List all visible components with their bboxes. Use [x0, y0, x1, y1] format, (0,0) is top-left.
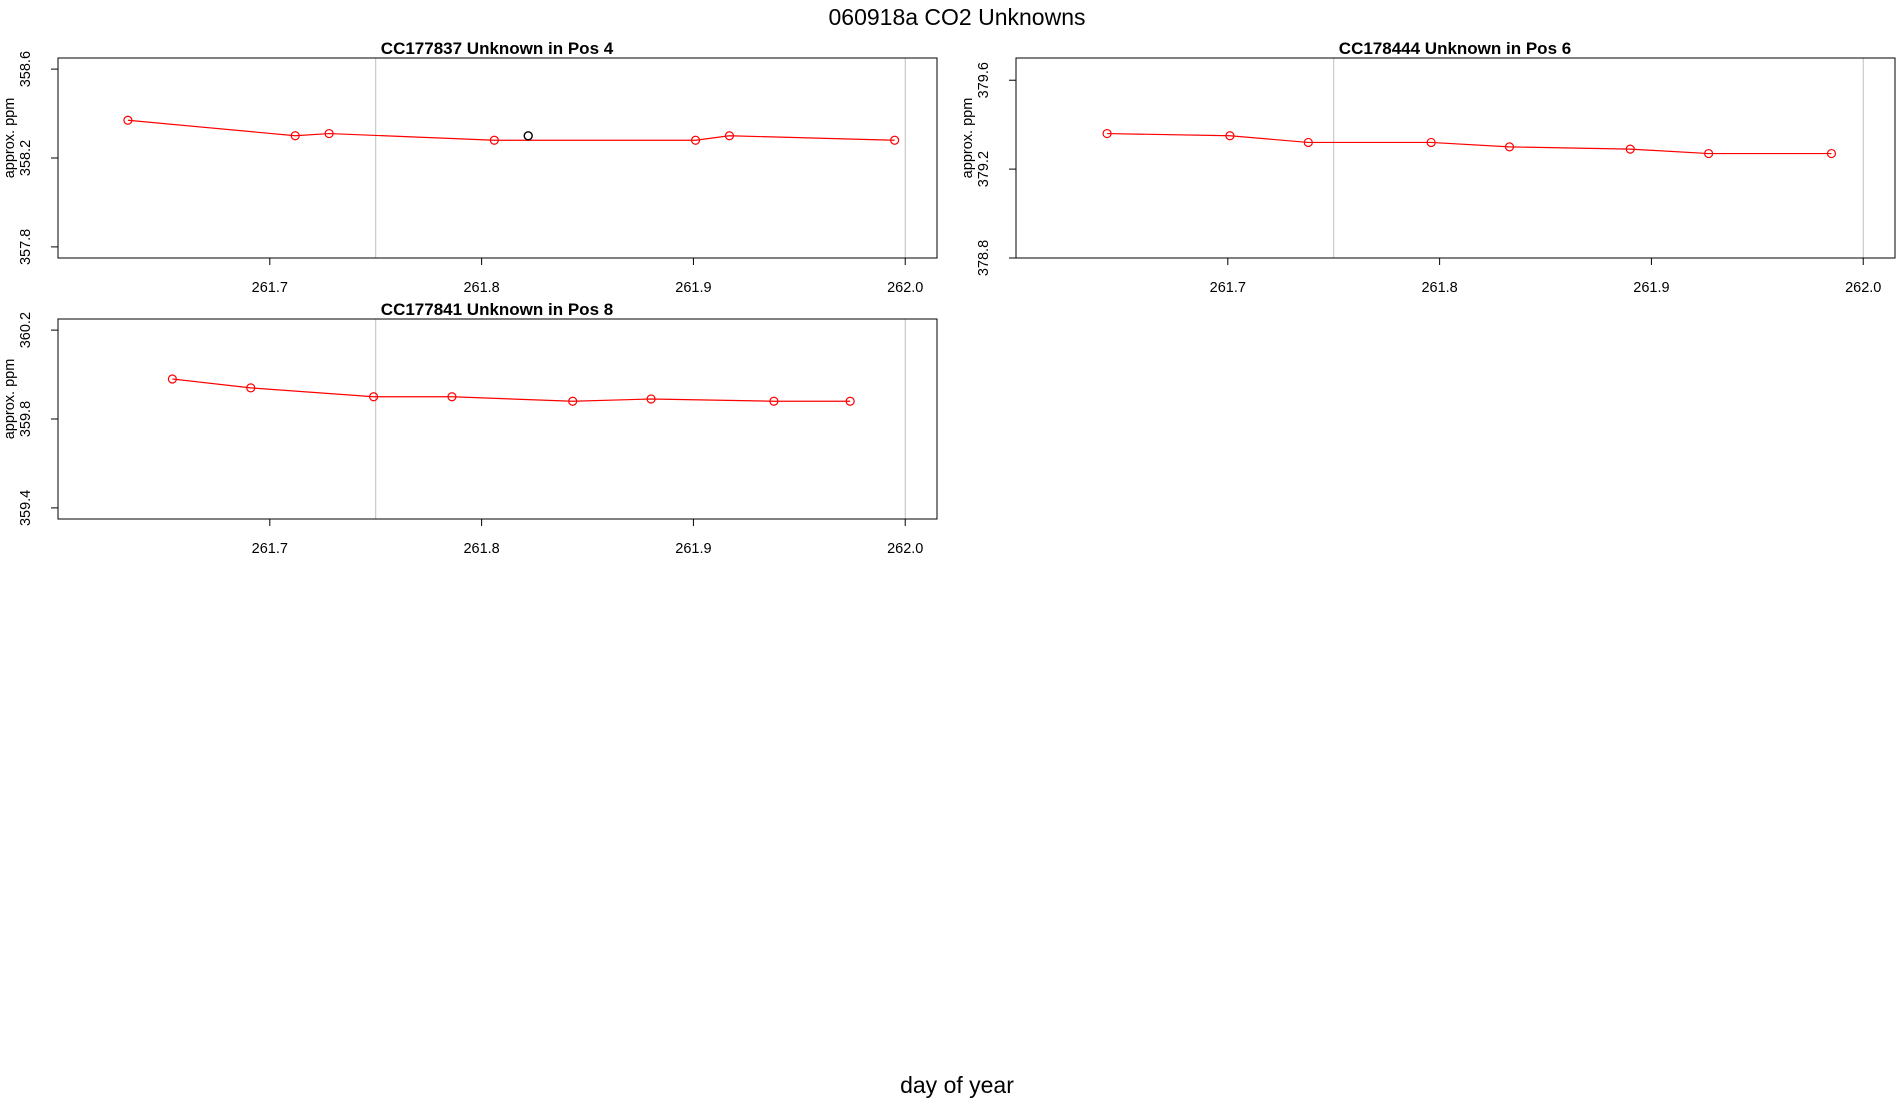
x-tick-label: 261.9 — [1633, 280, 1669, 296]
data-point — [324, 128, 334, 139]
y-tick-label: 359.4 — [18, 490, 34, 526]
data-point — [845, 396, 855, 406]
data-point — [447, 392, 457, 402]
data-point — [769, 396, 779, 406]
data-point — [568, 396, 578, 406]
x-tick-label: 262.0 — [1845, 280, 1881, 296]
data-point — [690, 135, 701, 145]
data-point — [646, 394, 656, 404]
y-tick-label: 358.2 — [18, 140, 34, 176]
data-point — [123, 115, 133, 125]
y-tick-label: 379.2 — [976, 151, 992, 187]
data-point — [1704, 148, 1714, 159]
data-point — [1426, 137, 1436, 148]
y-tick-label: 379.6 — [976, 62, 992, 98]
y-tick-label: 358.6 — [18, 51, 34, 87]
data-point — [290, 131, 300, 141]
figure-title: 060918a CO2 Unknowns — [829, 4, 1086, 30]
x-tick-label: 261.8 — [463, 541, 499, 557]
x-tick-label: 262.0 — [887, 280, 923, 296]
data-point — [167, 374, 177, 384]
panel-2: CC178444 Unknown in Pos 6 261.7 261.8 261.9… — [960, 39, 1896, 296]
y-axis-label: approx. ppm — [2, 98, 18, 179]
panel-3: CC177841 Unknown in Pos 8 261.7 261.8 261.9… — [2, 300, 938, 557]
highlight-data-point — [523, 131, 533, 141]
y-axis-label: approx. ppm — [2, 359, 18, 440]
x-tick-label: 261.9 — [675, 541, 711, 557]
data-point — [1102, 128, 1112, 139]
data-point — [724, 131, 735, 141]
data-point — [1826, 148, 1837, 159]
data-point — [890, 135, 900, 145]
y-tick-label: 360.2 — [18, 312, 34, 348]
data-point — [1625, 144, 1635, 154]
x-tick-label: 261.8 — [1421, 280, 1457, 296]
panel-title: CC177837 Unknown in Pos 4 — [381, 39, 614, 58]
panels-container: CC177837 Unknown in Pos 4 261.7 261.8 261.9… — [2, 39, 1896, 557]
x-tick-label: 261.7 — [1210, 280, 1246, 296]
series-line — [172, 378, 851, 402]
x-tick-label: 261.9 — [675, 280, 711, 296]
data-point — [368, 392, 379, 402]
plot-frame — [57, 318, 938, 520]
plot-frame — [57, 57, 938, 259]
panel-title: CC178444 Unknown in Pos 6 — [1339, 39, 1571, 58]
data-point — [1504, 142, 1515, 152]
figure-x-axis-label: day of year — [900, 1072, 1014, 1098]
x-tick-label: 261.8 — [463, 280, 499, 296]
panel-title: CC177841 Unknown in Pos 8 — [381, 300, 613, 319]
y-tick-label: 378.8 — [976, 240, 992, 276]
y-tick-label: 359.8 — [18, 401, 34, 437]
series-line — [1107, 132, 1832, 155]
data-point — [1303, 137, 1313, 148]
x-tick-label: 262.0 — [887, 541, 923, 557]
y-tick-label: 357.8 — [18, 229, 34, 265]
panel-1: CC177837 Unknown in Pos 4 261.7 261.8 261.9… — [2, 39, 938, 296]
series-line — [127, 119, 895, 141]
y-axis-label: approx. ppm — [960, 98, 976, 179]
x-tick-label: 261.7 — [252, 541, 288, 557]
x-tick-label: 261.7 — [252, 280, 288, 296]
data-point — [1225, 131, 1235, 141]
data-point — [489, 135, 499, 145]
plot-frame — [1015, 57, 1896, 259]
data-point — [246, 383, 256, 393]
